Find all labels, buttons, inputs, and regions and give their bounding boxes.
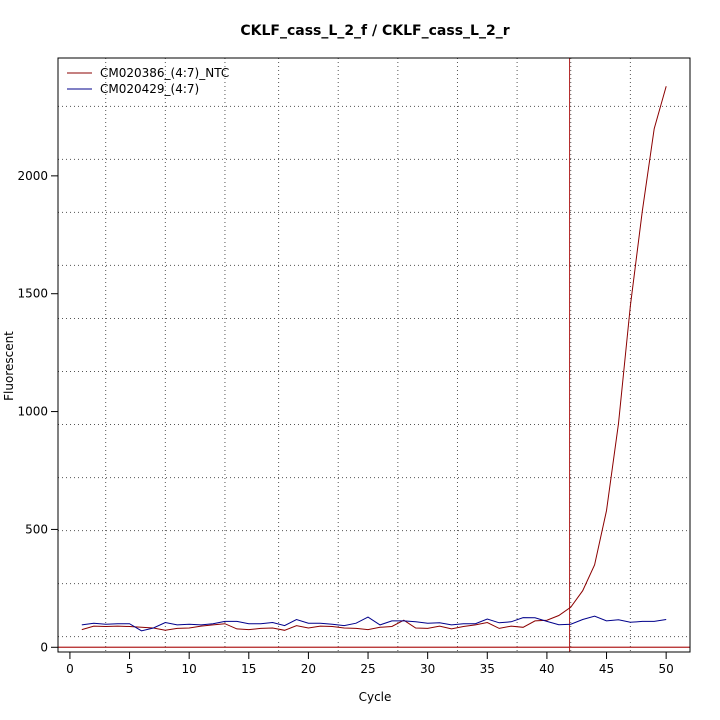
x-tick-label: 25 bbox=[360, 662, 375, 676]
x-tick-label: 15 bbox=[241, 662, 256, 676]
y-axis-title: Fluorescent bbox=[2, 331, 16, 401]
x-tick-label: 0 bbox=[66, 662, 74, 676]
y-tick-label: 1000 bbox=[17, 405, 48, 419]
y-tick-label: 500 bbox=[25, 522, 48, 536]
series-line-2 bbox=[81, 615, 667, 632]
x-tick-label: 50 bbox=[659, 662, 674, 676]
plot-border bbox=[57, 57, 691, 653]
chart-title: CKLF_cass_L_2_f / CKLF_cass_L_2_r bbox=[240, 23, 509, 39]
legend-label-2: CM020429_(4:7) bbox=[100, 82, 199, 96]
x-tick-label: 5 bbox=[126, 662, 134, 676]
x-axis-title: Cycle bbox=[359, 690, 392, 704]
series-layer bbox=[58, 58, 690, 652]
x-tick-label: 10 bbox=[182, 662, 197, 676]
legend-label-1: CM020386_(4:7)_NTC bbox=[100, 66, 229, 80]
grid-lines bbox=[58, 58, 690, 652]
legend: CM020386_(4:7)_NTC CM020429_(4:7) bbox=[67, 66, 229, 96]
x-tick-label: 40 bbox=[539, 662, 554, 676]
y-tick-label: 0 bbox=[40, 640, 48, 654]
x-tick-label: 20 bbox=[301, 662, 316, 676]
x-tick-label: 30 bbox=[420, 662, 435, 676]
y-tick-label: 2000 bbox=[17, 169, 48, 183]
series-line-1 bbox=[81, 86, 667, 631]
y-tick-label: 1500 bbox=[17, 287, 48, 301]
x-tick-label: 35 bbox=[480, 662, 495, 676]
x-tick-label: 45 bbox=[599, 662, 614, 676]
